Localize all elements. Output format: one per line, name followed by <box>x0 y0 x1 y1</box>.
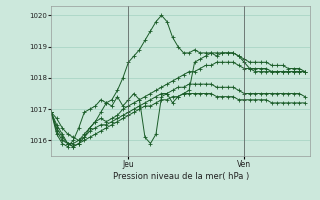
X-axis label: Pression niveau de la mer( hPa ): Pression niveau de la mer( hPa ) <box>113 172 249 181</box>
